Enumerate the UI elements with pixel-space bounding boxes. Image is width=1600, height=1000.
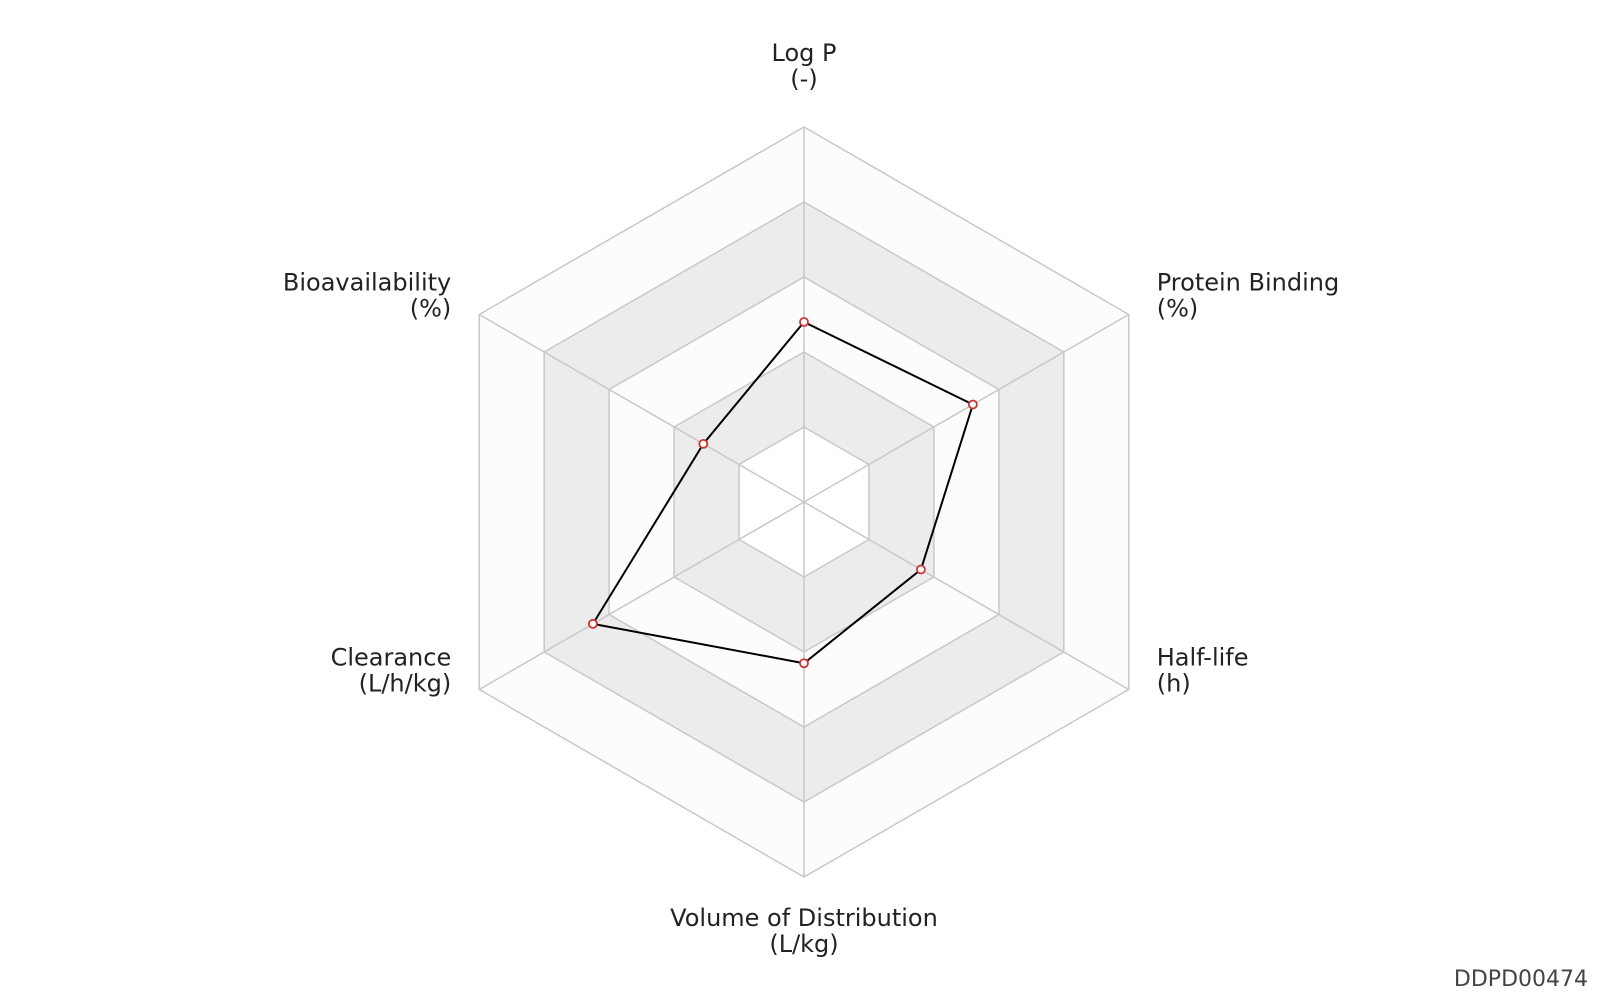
axis-spoke (478, 501, 805, 691)
axis-unit: (%) (410, 295, 452, 323)
data-point (698, 438, 709, 449)
data-point (588, 618, 598, 629)
axis-spoke (478, 313, 805, 503)
data-point (799, 317, 809, 327)
data-point (799, 658, 809, 669)
axis-unit: (-) (790, 65, 817, 93)
axis-label: Protein Binding (1157, 269, 1339, 297)
axis-label: Bioavailability (283, 269, 451, 297)
axis-spoke (803, 313, 1130, 503)
axis-label: Log P (772, 39, 837, 67)
axis-unit: (h) (1157, 670, 1191, 698)
axis-spoke (803, 501, 1130, 691)
axis-label: Half-life (1157, 644, 1249, 672)
watermark: DDPD00474 (1454, 967, 1588, 992)
axis-unit: (%) (1157, 295, 1199, 323)
data-point (916, 564, 926, 575)
axis-label: Clearance (331, 644, 452, 672)
axis-label: Volume of Distribution (670, 904, 938, 932)
axis-unit: (L/h/kg) (359, 670, 452, 698)
axis-unit: (L/kg) (769, 930, 838, 958)
data-point (967, 399, 978, 410)
